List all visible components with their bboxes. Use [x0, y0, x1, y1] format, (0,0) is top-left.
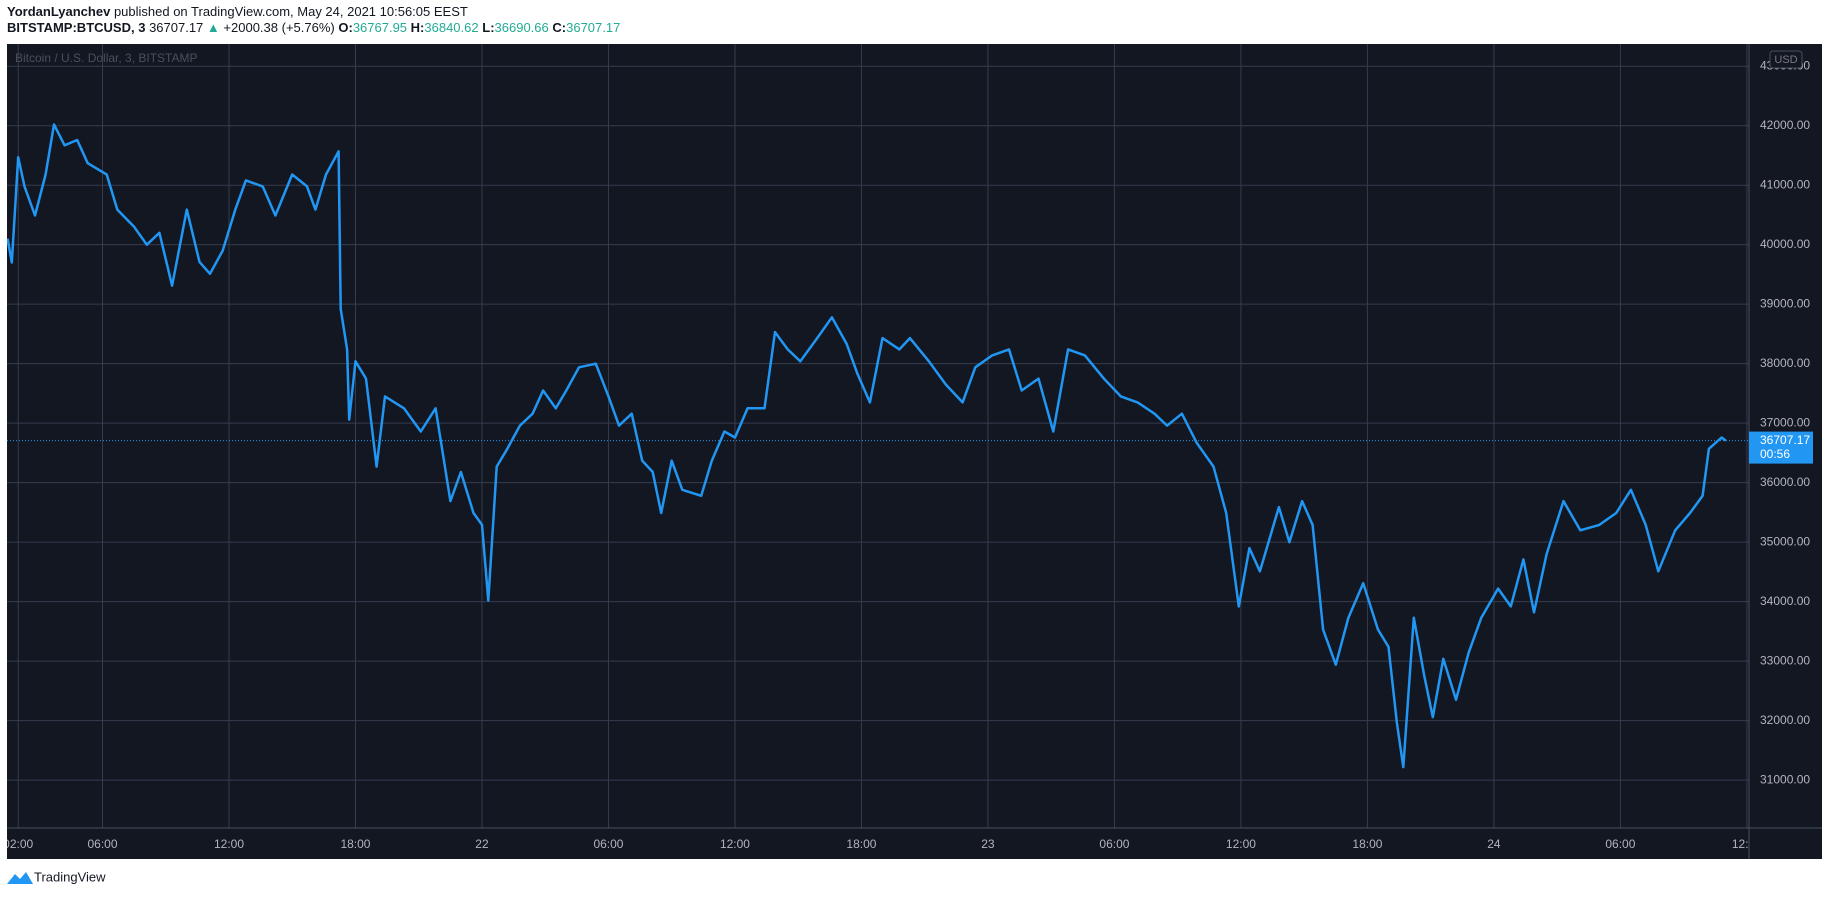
y-tick-label: 34000.00 [1760, 594, 1810, 608]
countdown-label: 00:56 [1760, 447, 1790, 461]
x-tick-label: 12:00 [720, 837, 750, 851]
low-label: L: [482, 20, 494, 35]
last-price-label: 36707.17 [1760, 433, 1810, 447]
y-tick-label: 41000.00 [1760, 177, 1810, 191]
high: 36840.62 [424, 20, 478, 35]
grid [7, 44, 1749, 828]
x-tick-label: 18:00 [340, 837, 370, 851]
header-line-1: YordanLyanchev published on TradingView.… [7, 4, 468, 19]
y-axis: 31000.00 32000.00 33000.00 34000.00 35000.00… [1760, 58, 1810, 786]
y-tick-label: 36000.00 [1760, 475, 1810, 489]
x-tick-label: 22 [475, 837, 489, 851]
x-tick-label: 06:00 [1605, 837, 1635, 851]
chart-background [7, 44, 1822, 859]
y-tick-label: 39000.00 [1760, 296, 1810, 310]
change: +2000.38 (+5.76%) [223, 20, 334, 35]
close-label: C: [552, 20, 566, 35]
y-tick-label: 42000.00 [1760, 118, 1810, 132]
open-label: O: [338, 20, 352, 35]
footer-logo: TradingView [7, 869, 106, 884]
x-tick-label: 02:00 [3, 837, 33, 851]
logo-icon [7, 872, 33, 884]
x-tick-label: 18:00 [846, 837, 876, 851]
currency-badge [1769, 50, 1803, 69]
y-tick-label: 35000.00 [1760, 534, 1810, 548]
high-label: H: [411, 20, 425, 35]
y-tick-label: 33000.00 [1760, 653, 1810, 667]
close: 36707.17 [566, 20, 620, 35]
low: 36690.66 [495, 20, 549, 35]
header-line-2: BITSTAMP:BTCUSD, 3 36707.17 ▲ +2000.38 (… [7, 20, 620, 35]
y-tick-label: 32000.00 [1760, 713, 1810, 727]
change-arrow: ▲ [207, 20, 220, 35]
x-tick-label: 18:00 [1352, 837, 1382, 851]
x-tick-label: 06:00 [593, 837, 623, 851]
x-tick-label: 24 [1487, 837, 1501, 851]
brand: TradingView [34, 869, 106, 884]
x-tick-label: 06:00 [87, 837, 117, 851]
y-tick-label: 37000.00 [1760, 415, 1810, 429]
x-tick-label: 12:00 [214, 837, 244, 851]
open: 36767.95 [353, 20, 407, 35]
chart-title: Bitcoin / U.S. Dollar, 3, BITSTAMP [15, 51, 198, 65]
author: YordanLyanchev [7, 4, 111, 19]
x-tick-label: 06:00 [1099, 837, 1129, 851]
plot [7, 123, 1749, 769]
currency: USD [1774, 54, 1797, 66]
x-tick-label: 12:00 [1226, 837, 1256, 851]
published: published on TradingView.com, May 24, 20… [114, 4, 468, 19]
symbol: BITSTAMP:BTCUSD, 3 [7, 20, 145, 35]
y-tick-label: 31000.00 [1760, 772, 1810, 786]
price-line [7, 123, 1727, 769]
y-tick-label: 38000.00 [1760, 356, 1810, 370]
x-axis: 02:00 06:00 12:00 18:00 22 06:00 12:00 18:00 23 0… [3, 837, 1762, 851]
price: 36707.17 [149, 20, 203, 35]
x-tick-label: 23 [981, 837, 995, 851]
x-tick-label: 12:00 [1732, 837, 1762, 851]
last-price-box [1749, 431, 1813, 464]
y-tick-label: 40000.00 [1760, 237, 1810, 251]
